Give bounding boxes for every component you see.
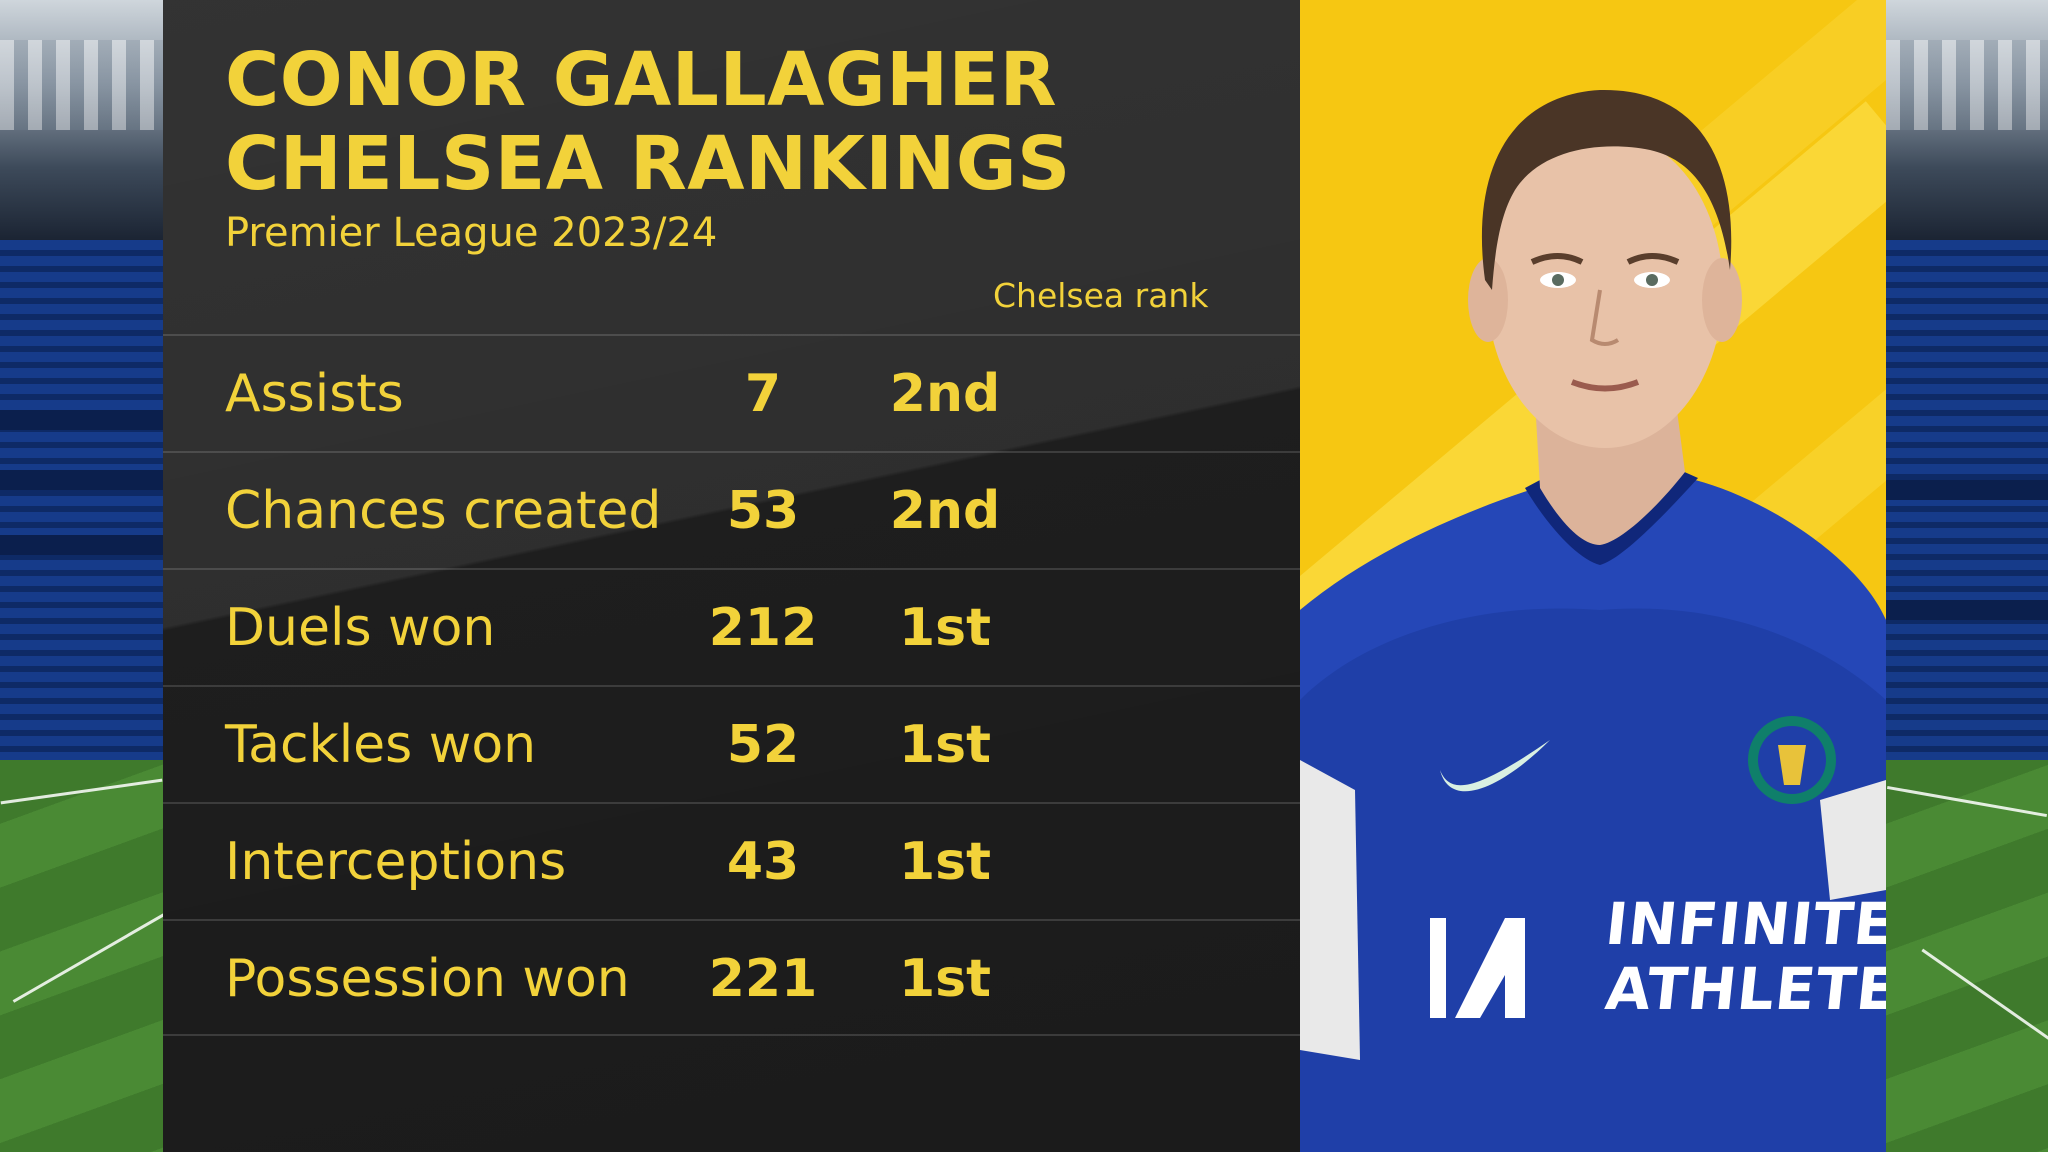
stat-value: 53 bbox=[726, 481, 800, 541]
sponsor-logo-icon bbox=[1430, 918, 1525, 1018]
player-photo-panel: INFINITE ATHLETE bbox=[1300, 0, 1886, 1152]
graphic-title: CONOR GALLAGHER CHELSEA RANKINGS bbox=[225, 38, 1071, 206]
stats-table: Assists 7 2nd Chances created 53 2nd Due… bbox=[163, 334, 1300, 1036]
stat-value: 52 bbox=[726, 715, 800, 775]
stat-label: Assists bbox=[225, 364, 404, 424]
player-portrait bbox=[1300, 89, 1886, 1152]
sponsor-line-2: ATHLETE bbox=[1602, 955, 1886, 1023]
swoosh-icon bbox=[1440, 740, 1550, 792]
title-line-1: CONOR GALLAGHER bbox=[225, 37, 1058, 123]
table-row: Assists 7 2nd bbox=[163, 334, 1300, 451]
crest-icon bbox=[1748, 716, 1836, 804]
stat-rank: 2nd bbox=[889, 364, 1001, 424]
stat-value: 7 bbox=[744, 364, 782, 424]
stat-value: 43 bbox=[726, 832, 800, 892]
table-row: Tackles won 52 1st bbox=[163, 685, 1300, 802]
table-row: Chances created 53 2nd bbox=[163, 451, 1300, 568]
rank-column-header: Chelsea rank bbox=[993, 276, 1209, 315]
table-row: Possession won 221 1st bbox=[163, 919, 1300, 1036]
graphic-subtitle: Premier League 2023/24 bbox=[225, 210, 718, 256]
stadium-background-right bbox=[1886, 0, 2048, 1152]
stat-value: 221 bbox=[708, 949, 818, 1009]
stat-rank: 1st bbox=[899, 598, 991, 658]
title-line-2: CHELSEA RANKINGS bbox=[225, 121, 1071, 207]
stat-label: Duels won bbox=[225, 598, 496, 658]
sponsor-line-1: INFINITE bbox=[1602, 890, 1886, 958]
stadium-background-left bbox=[0, 0, 163, 1152]
table-row: Interceptions 43 1st bbox=[163, 802, 1300, 919]
stat-label: Interceptions bbox=[225, 832, 567, 892]
stat-label: Chances created bbox=[225, 481, 662, 541]
stat-label: Possession won bbox=[225, 949, 630, 1009]
stat-rank: 1st bbox=[899, 715, 991, 775]
stat-rank: 1st bbox=[899, 832, 991, 892]
table-row: Duels won 212 1st bbox=[163, 568, 1300, 685]
stats-panel: CONOR GALLAGHER CHELSEA RANKINGS Premier… bbox=[163, 0, 1300, 1152]
stat-label: Tackles won bbox=[225, 715, 537, 775]
stat-rank: 2nd bbox=[889, 481, 1001, 541]
stat-rank: 1st bbox=[899, 949, 991, 1009]
stat-value: 212 bbox=[708, 598, 818, 658]
